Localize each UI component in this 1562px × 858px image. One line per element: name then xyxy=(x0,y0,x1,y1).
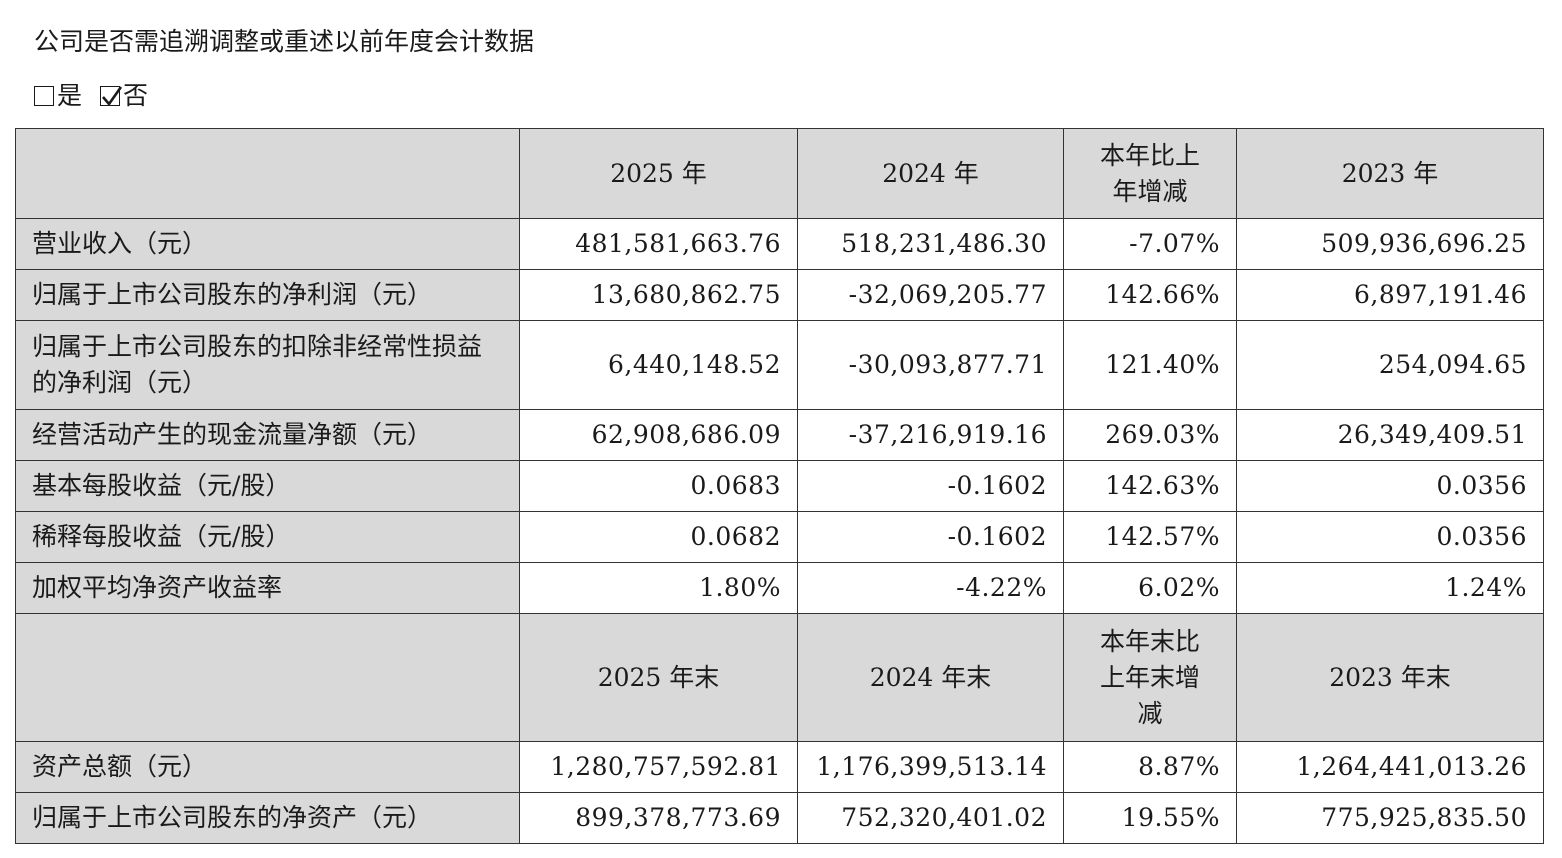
value-2025-end: 1,280,757,592.81 xyxy=(519,741,798,793)
value-2023: 0.0356 xyxy=(1236,511,1544,563)
row-label: 加权平均净资产收益率 xyxy=(15,562,520,614)
header-row-year-end: 2025 年末 2024 年末 本年末比上年末增减 2023 年末 xyxy=(15,613,1544,742)
value-change-end: 8.87% xyxy=(1063,741,1237,793)
header-cell-2025-end: 2025 年末 xyxy=(519,613,798,742)
value-2024: -0.1602 xyxy=(797,460,1064,512)
value-change: -7.07% xyxy=(1063,218,1237,270)
row-label: 归属于上市公司股东的扣除非经常性损益的净利润（元） xyxy=(15,320,520,410)
table-row: 营业收入（元） 481,581,663.76 518,231,486.30 -7… xyxy=(15,218,1544,270)
header-row-annual: 2025 年 2024 年 本年比上年增减 2023 年 xyxy=(15,128,1544,219)
value-2024-end: 752,320,401.02 xyxy=(797,792,1064,844)
value-2024: -37,216,919.16 xyxy=(797,409,1064,461)
row-label: 归属于上市公司股东的净利润（元） xyxy=(15,269,520,321)
value-2025: 0.0682 xyxy=(519,511,798,563)
header-cell-change: 本年比上年增减 xyxy=(1063,128,1237,219)
table-row: 基本每股收益（元/股） 0.0683 -0.1602 142.63% 0.035… xyxy=(15,460,1544,512)
row-label: 经营活动产生的现金流量净额（元） xyxy=(15,409,520,461)
value-2025: 481,581,663.76 xyxy=(519,218,798,270)
table-row: 加权平均净资产收益率 1.80% -4.22% 6.02% 1.24% xyxy=(15,562,1544,614)
header-cell-2023-end: 2023 年末 xyxy=(1236,613,1544,742)
value-2024: -4.22% xyxy=(797,562,1064,614)
header-cell-empty xyxy=(15,613,520,742)
row-label: 稀释每股收益（元/股） xyxy=(15,511,520,563)
value-change-end: 19.55% xyxy=(1063,792,1237,844)
value-change: 6.02% xyxy=(1063,562,1237,614)
value-2023: 26,349,409.51 xyxy=(1236,409,1544,461)
value-change: 269.03% xyxy=(1063,409,1237,461)
unchecked-box-icon[interactable] xyxy=(34,86,54,106)
value-2025: 6,440,148.52 xyxy=(519,320,798,410)
value-2023-end: 775,925,835.50 xyxy=(1236,792,1544,844)
header-cell-2024: 2024 年 xyxy=(797,128,1064,219)
value-2023: 509,936,696.25 xyxy=(1236,218,1544,270)
value-2024: -30,093,877.71 xyxy=(797,320,1064,410)
value-2024: 518,231,486.30 xyxy=(797,218,1064,270)
header-cell-2025: 2025 年 xyxy=(519,128,798,219)
value-2023-end: 1,264,441,013.26 xyxy=(1236,741,1544,793)
table-row: 归属于上市公司股东的净利润（元） 13,680,862.75 -32,069,2… xyxy=(15,269,1544,321)
row-label: 资产总额（元） xyxy=(15,741,520,793)
table-row: 归属于上市公司股东的扣除非经常性损益的净利润（元） 6,440,148.52 -… xyxy=(15,320,1544,410)
option-yes-label: 是 xyxy=(57,81,83,110)
table-row: 资产总额（元） 1,280,757,592.81 1,176,399,513.1… xyxy=(15,741,1544,793)
value-change: 142.63% xyxy=(1063,460,1237,512)
header-cell-2024-end: 2024 年末 xyxy=(797,613,1064,742)
value-2025: 1.80% xyxy=(519,562,798,614)
value-change: 121.40% xyxy=(1063,320,1237,410)
checked-box-icon[interactable] xyxy=(100,86,123,107)
value-change: 142.57% xyxy=(1063,511,1237,563)
value-2025-end: 899,378,773.69 xyxy=(519,792,798,844)
table-row: 经营活动产生的现金流量净额（元） 62,908,686.09 -37,216,9… xyxy=(15,409,1544,461)
value-2023: 6,897,191.46 xyxy=(1236,269,1544,321)
value-2024: -0.1602 xyxy=(797,511,1064,563)
value-2024-end: 1,176,399,513.14 xyxy=(797,741,1064,793)
option-no-label: 否 xyxy=(123,81,149,110)
restatement-options: 是 否 xyxy=(34,78,166,114)
option-no[interactable]: 否 xyxy=(100,78,148,114)
header-cell-empty xyxy=(15,128,520,219)
row-label: 基本每股收益（元/股） xyxy=(15,460,520,512)
header-cell-change-end: 本年末比上年末增减 xyxy=(1063,613,1237,742)
table-row: 稀释每股收益（元/股） 0.0682 -0.1602 142.57% 0.035… xyxy=(15,511,1544,563)
option-yes[interactable]: 是 xyxy=(34,78,82,114)
value-2025: 0.0683 xyxy=(519,460,798,512)
row-label: 归属于上市公司股东的净资产（元） xyxy=(15,792,520,844)
value-2025: 13,680,862.75 xyxy=(519,269,798,321)
value-2023: 1.24% xyxy=(1236,562,1544,614)
value-2023: 254,094.65 xyxy=(1236,320,1544,410)
value-2023: 0.0356 xyxy=(1236,460,1544,512)
value-2024: -32,069,205.77 xyxy=(797,269,1064,321)
value-change: 142.66% xyxy=(1063,269,1237,321)
financial-data-table: 2025 年 2024 年 本年比上年增减 2023 年 营业收入（元） 481… xyxy=(15,128,1544,844)
row-label: 营业收入（元） xyxy=(15,218,520,270)
header-cell-2023: 2023 年 xyxy=(1236,128,1544,219)
table-row: 归属于上市公司股东的净资产（元） 899,378,773.69 752,320,… xyxy=(15,792,1544,844)
value-2025: 62,908,686.09 xyxy=(519,409,798,461)
question-text: 公司是否需追溯调整或重述以前年度会计数据 xyxy=(34,27,535,56)
